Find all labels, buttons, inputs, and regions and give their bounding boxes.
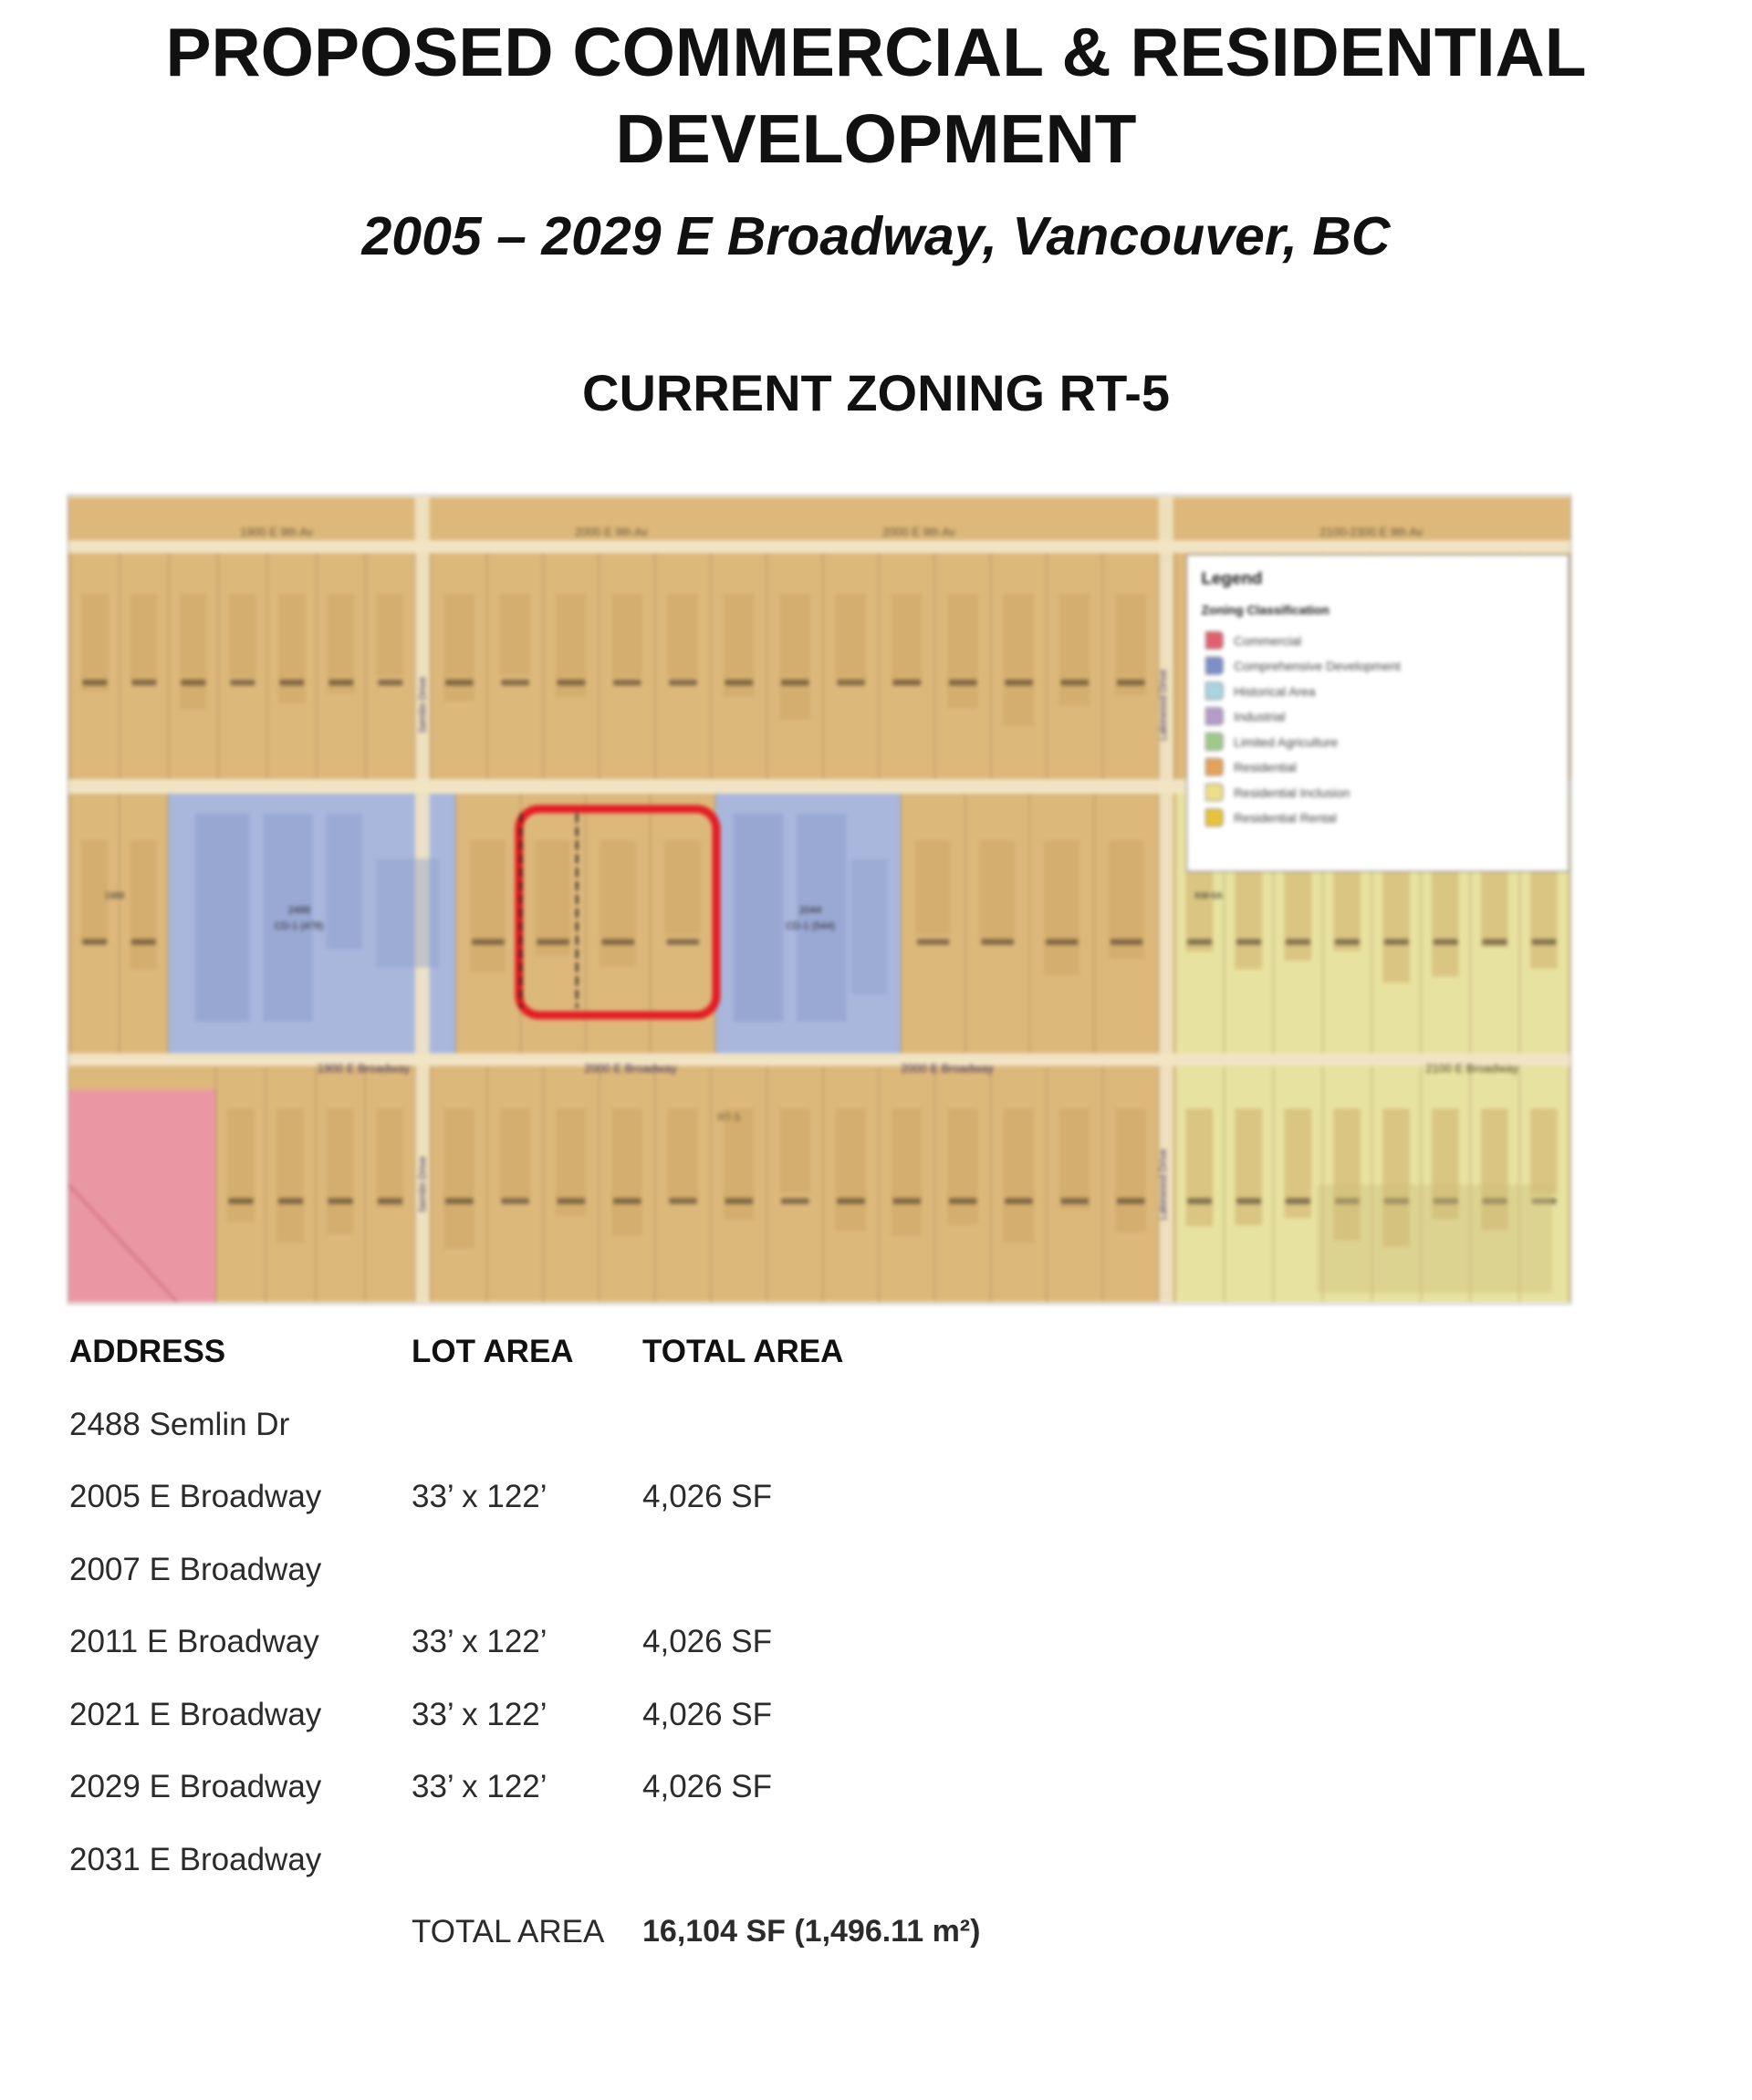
svg-text:1988: 1988 [105,891,126,901]
svg-text:Historical Area: Historical Area [1234,684,1316,699]
svg-text:Lakewood Drive: Lakewood Drive [1158,1149,1169,1220]
svg-text:2000 E Broadway: 2000 E Broadway [584,1061,677,1075]
svg-text:Lakewood Drive: Lakewood Drive [1158,670,1169,741]
svg-text:Residential: Residential [1234,760,1297,775]
svg-text:2000 E Broadway: 2000 E Broadway [901,1061,994,1075]
svg-text:Legend: Legend [1201,568,1262,587]
svg-text:CD-1 (544): CD-1 (544) [786,921,835,932]
svg-text:KM-6A: KM-6A [1195,891,1224,901]
svg-text:2000 E 9th Av: 2000 E 9th Av [575,525,649,538]
svg-text:Limited Agriculture: Limited Agriculture [1234,734,1338,749]
svg-text:Industrial: Industrial [1234,710,1285,724]
svg-text:2100 E Broadway: 2100 E Broadway [1425,1061,1518,1075]
svg-text:2044: 2044 [799,905,821,916]
svg-text:Residential Inclusion: Residential Inclusion [1234,785,1350,800]
svg-text:2488: 2488 [288,905,310,916]
svg-text:2000 E 9th Av: 2000 E 9th Av [882,525,956,538]
svg-text:2100-2300 E 9th Av: 2100-2300 E 9th Av [1319,525,1423,538]
svg-text:Residential Rental: Residential Rental [1234,811,1337,826]
svg-text:RT-5: RT-5 [717,1111,741,1124]
svg-text:1900 E Broadway: 1900 E Broadway [318,1061,411,1075]
svg-text:Semlin Drive: Semlin Drive [418,1156,429,1212]
svg-text:Commercial: Commercial [1234,633,1301,648]
svg-text:CD-1 (478): CD-1 (478) [275,921,324,932]
svg-text:Semlin Drive: Semlin Drive [418,677,429,733]
svg-text:Zoning Classification: Zoning Classification [1201,603,1329,618]
svg-text:Comprehensive Development: Comprehensive Development [1234,659,1401,673]
svg-text:1900 E 9th Av: 1900 E 9th Av [240,525,314,538]
